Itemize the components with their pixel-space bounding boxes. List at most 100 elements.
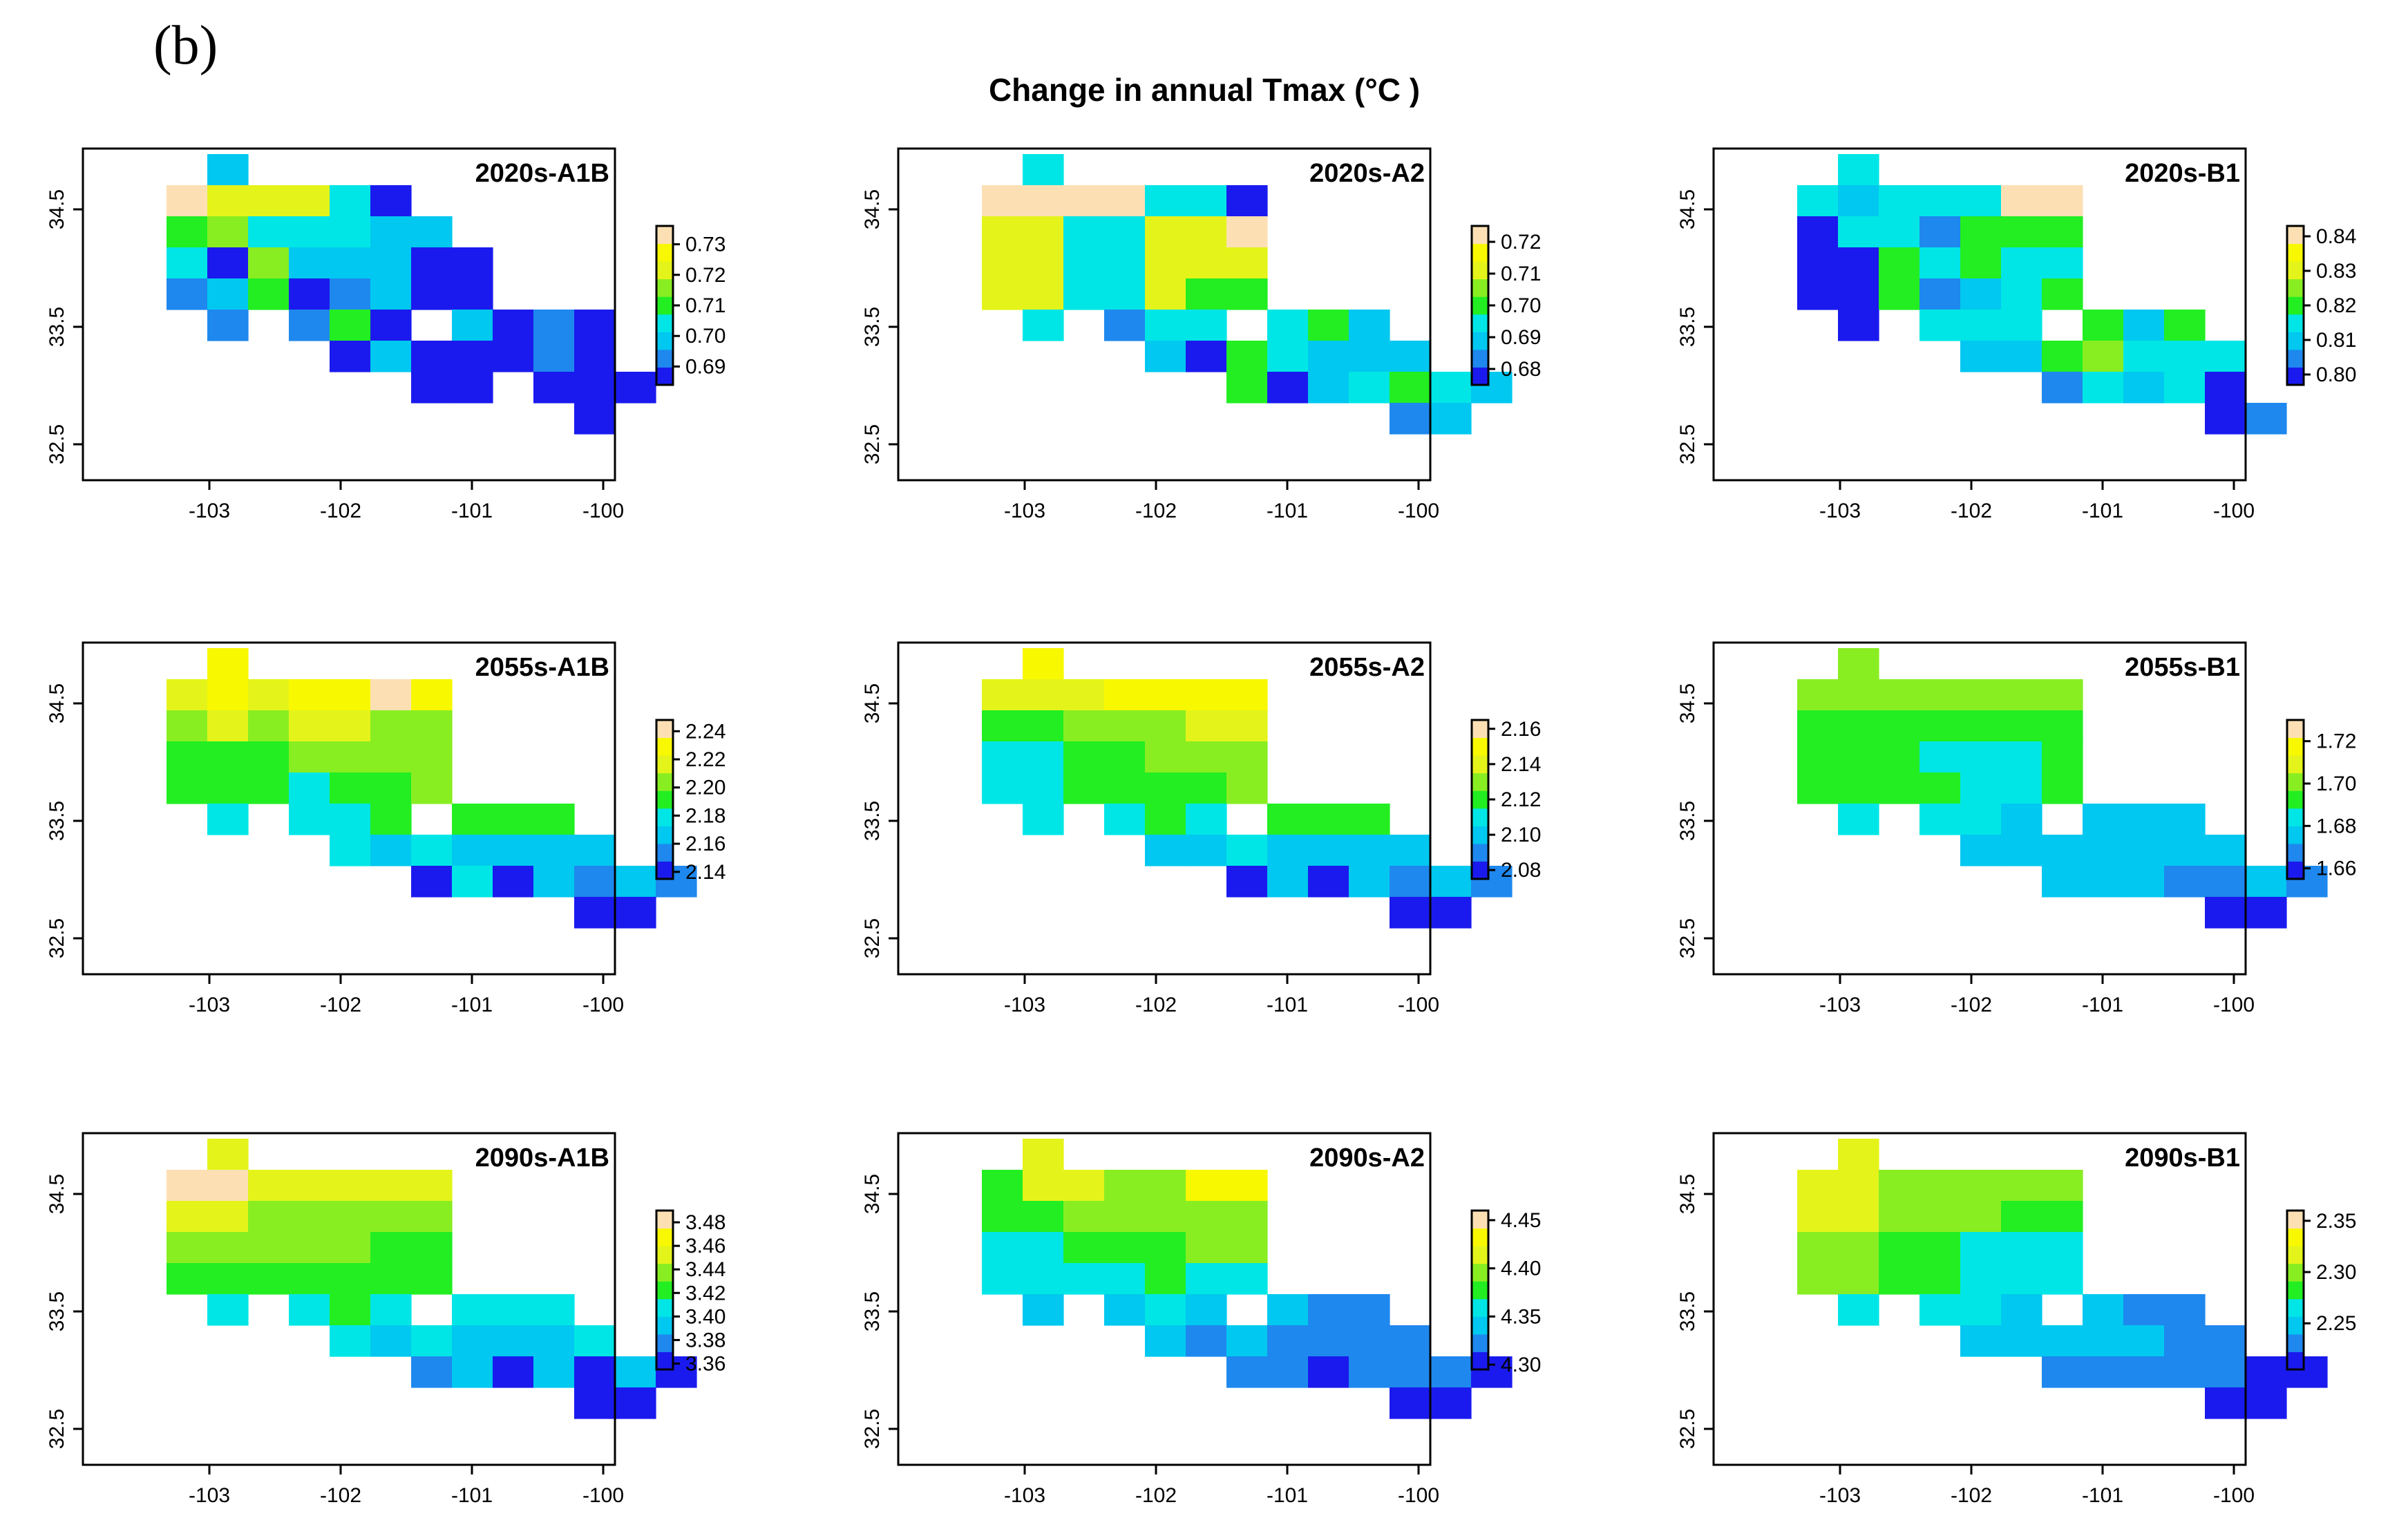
x-tick-label: -103 <box>1004 994 1045 1016</box>
plot-frame <box>1712 147 2247 482</box>
grid-cell <box>1797 710 1839 742</box>
grid-cell <box>1145 247 1186 279</box>
x-tick-label: -101 <box>1267 1484 1308 1507</box>
grid-cell <box>411 741 453 773</box>
grid-cell <box>1879 772 1920 804</box>
grid-cell <box>1063 1201 1105 1233</box>
legend-swatch <box>656 367 673 386</box>
grid-cell <box>2042 1201 2083 1233</box>
grid-cell <box>2205 1325 2246 1357</box>
legend-frame <box>2286 1209 2305 1371</box>
legend-label: 1.68 <box>2316 815 2356 837</box>
legend-swatch <box>2287 1263 2304 1282</box>
grid-cell <box>1186 741 1227 773</box>
grid-cell <box>2042 741 2083 773</box>
legend-swatch <box>656 1228 673 1246</box>
x-tick-label: -103 <box>189 500 230 522</box>
grid-cell <box>167 278 208 310</box>
legend-label: 2.14 <box>1501 753 1541 776</box>
grid-cell <box>574 1356 616 1388</box>
y-tick-label: 34.5 <box>1676 1174 1699 1214</box>
legend-label: 3.36 <box>685 1352 726 1375</box>
grid-cell <box>1186 1201 1227 1233</box>
grid-cell <box>1226 372 1268 404</box>
grid-cell <box>1226 247 1268 279</box>
map-panel: 2055s-B1 -103 -102 -101 -100 32.5 33.5 34.5 1.72… <box>1676 641 2356 1016</box>
grid-cell <box>1390 897 1431 929</box>
grid-cell <box>982 247 1023 279</box>
grid-cell <box>1063 772 1105 804</box>
legend-label: 2.16 <box>1501 718 1541 741</box>
grid-cell <box>1879 679 1920 711</box>
legend-swatch <box>2287 843 2304 862</box>
grid-cell <box>1145 835 1186 866</box>
grid-cell <box>1186 772 1227 804</box>
grid-cell <box>2164 835 2206 866</box>
grid-cell <box>493 1325 534 1357</box>
map-panel: 2090s-A2 -103 -102 -101 -100 32.5 33.5 34.5 4.45… <box>861 1132 1541 1507</box>
grid-cell <box>207 310 249 341</box>
grid-cell <box>1838 1232 1879 1264</box>
grid-cell <box>982 1201 1023 1233</box>
y-tick-label: 32.5 <box>1676 1409 1699 1449</box>
legend-swatch <box>656 296 673 315</box>
grid-cell <box>2001 804 2042 835</box>
legend-swatch <box>2287 261 2304 280</box>
grid-cell <box>2164 804 2206 835</box>
legend-swatch <box>2287 861 2304 880</box>
grid-cell <box>1390 341 1431 372</box>
grid-cell <box>1145 1201 1186 1233</box>
grid-cell <box>1838 710 1879 742</box>
x-tick-label: -100 <box>1398 1484 1439 1507</box>
y-tick-label: 33.5 <box>1676 307 1699 347</box>
grid-cell <box>330 835 371 866</box>
legend-swatch <box>656 1351 673 1370</box>
grid-cell <box>1186 1170 1227 1202</box>
grid-cell <box>493 866 534 898</box>
grid-cell <box>207 154 249 186</box>
grid-cell <box>533 1325 575 1357</box>
legend-frame <box>655 719 674 880</box>
grid-cell <box>982 1263 1023 1295</box>
grid-cell <box>1879 1232 1920 1264</box>
legend-swatch <box>1472 808 1488 826</box>
grid-cell <box>1430 1356 1472 1388</box>
x-tick-label: -102 <box>1951 994 1992 1016</box>
grid-cell <box>370 772 412 804</box>
panel-title: 2090s-A1B <box>475 1144 609 1173</box>
grid-cell <box>289 741 330 773</box>
grid-cell <box>1023 1294 1064 1326</box>
grid-cell <box>167 1170 208 1202</box>
grid-cell <box>1349 341 1390 372</box>
grid-cell <box>1104 185 1146 217</box>
legend-swatch <box>1472 261 1488 280</box>
grid-cell <box>370 1263 412 1295</box>
grid-cell <box>2164 372 2206 404</box>
grid-cell <box>1919 804 1961 835</box>
grid-cell <box>1145 341 1186 372</box>
grid-cell <box>1308 310 1349 341</box>
grid-cell <box>2164 1325 2206 1357</box>
legend-swatch <box>1472 243 1488 262</box>
grid-cell <box>207 1201 249 1233</box>
grid-cell <box>248 710 290 742</box>
grid-cell <box>1960 310 2002 341</box>
grid-cell <box>207 679 249 711</box>
grid-cell <box>370 710 412 742</box>
grid-cell <box>2246 403 2287 435</box>
grid-cell <box>1838 185 1879 217</box>
grid-cell <box>2123 1325 2165 1357</box>
legend-swatch <box>2287 1351 2304 1370</box>
grid-cell <box>1838 648 1879 680</box>
x-tick-label: -103 <box>189 994 230 1016</box>
x-tick-label: -102 <box>1135 1484 1177 1507</box>
grid-cell <box>1063 1170 1105 1202</box>
grid-cell <box>1960 216 2002 248</box>
grid-cell <box>452 1356 493 1388</box>
grid-cell <box>1390 835 1431 866</box>
legend-label: 0.82 <box>2316 294 2356 317</box>
x-tick-label: -101 <box>1267 500 1308 522</box>
grid-cell <box>1145 772 1186 804</box>
grid-cell <box>167 1263 208 1295</box>
grid-cell <box>330 278 371 310</box>
